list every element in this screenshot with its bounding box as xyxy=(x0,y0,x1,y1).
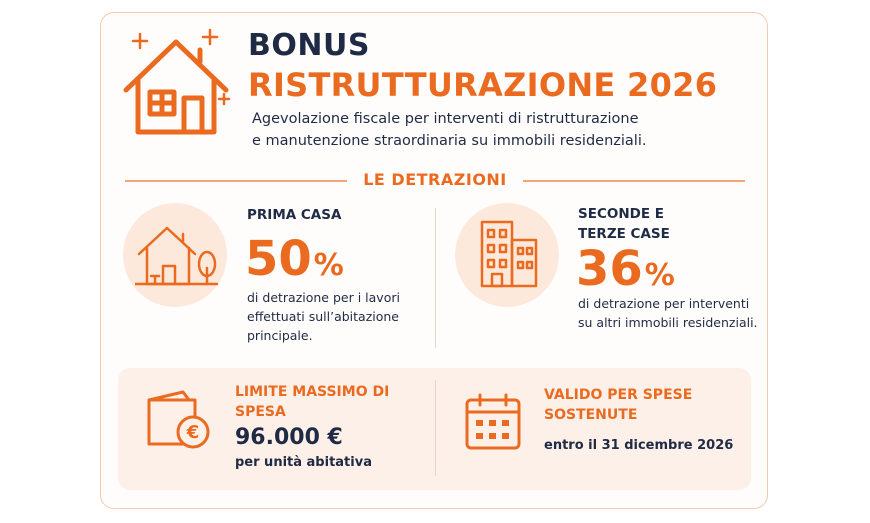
limit-label: LIMITE MASSIMO DI SPESA xyxy=(235,384,390,420)
percent-value: 36 xyxy=(576,241,643,297)
limit-note: per unità abitativa xyxy=(235,455,372,470)
deduction-label: SECONDE E TERZE CASE xyxy=(578,206,670,242)
deduction-description: di detrazione per interventi su altri im… xyxy=(578,296,758,330)
svg-text:€: € xyxy=(186,422,200,443)
title-line-2: RISTRUTTURAZIONE 2026 xyxy=(248,66,718,104)
subtitle-line-2: e manutenzione straordinaria su immobili… xyxy=(252,133,647,149)
validity-label: VALIDO PER SPESE SOSTENUTE xyxy=(544,387,693,423)
icon-circle xyxy=(455,203,559,307)
percent-value: 50 xyxy=(245,231,312,287)
deduction-description: di detrazione per i lavori effettuati su… xyxy=(247,290,400,343)
title-line-1: BONUS xyxy=(248,28,370,63)
subtitle-line-1: Agevolazione fiscale per interventi di r… xyxy=(252,111,639,127)
percent-unit: % xyxy=(313,248,344,283)
section-title: LE DETRAZIONI xyxy=(363,170,507,189)
column-divider xyxy=(435,208,436,348)
divider xyxy=(523,180,745,182)
info-panel xyxy=(118,368,751,490)
divider xyxy=(125,180,347,182)
deduction-label: PRIMA CASA xyxy=(247,207,342,223)
buildings-icon xyxy=(480,220,538,288)
deduction-percent: 36% xyxy=(576,244,675,301)
house-tree-icon xyxy=(135,226,219,286)
wallet-icon: € xyxy=(147,390,210,449)
calendar-icon xyxy=(465,393,521,450)
validity-note: entro il 31 dicembre 2026 xyxy=(544,438,734,453)
percent-unit: % xyxy=(644,258,675,293)
icon-circle xyxy=(123,203,227,307)
deduction-percent: 50% xyxy=(245,234,344,291)
house-icon xyxy=(123,28,231,135)
column-divider xyxy=(435,380,436,476)
limit-amount: 96.000 € xyxy=(235,425,343,450)
